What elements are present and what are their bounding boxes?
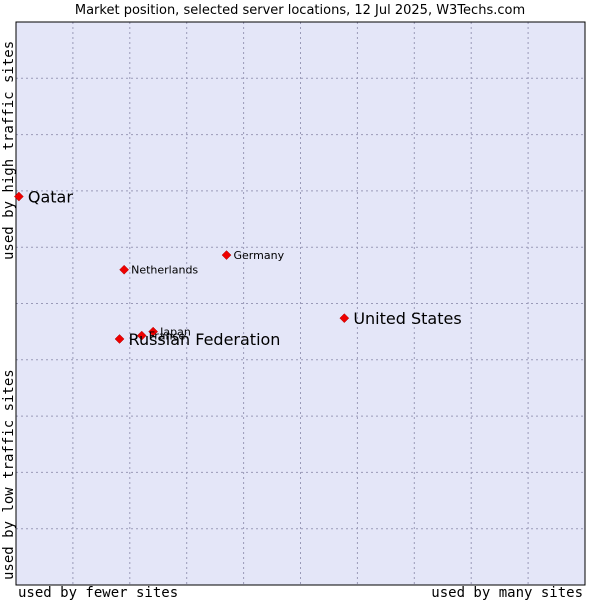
point-label: France (149, 330, 186, 343)
point-marker (13, 191, 24, 202)
point-label: Russian Federation (129, 330, 281, 349)
point-marker (119, 264, 129, 275)
data-point-netherlands: Netherlands (119, 264, 198, 277)
point-label: Japan (159, 326, 191, 339)
point-marker (136, 330, 147, 341)
y-axis-label-bottom: used by low traffic sites (1, 369, 17, 580)
plot-frame (15, 21, 586, 586)
point-label: Germany (234, 249, 285, 262)
point-marker (339, 313, 350, 323)
x-axis-label-left: used by fewer sites (18, 585, 178, 600)
data-points: Qatar Germany Netherlands United States Japa… (13, 188, 462, 349)
data-point-qatar: Qatar (13, 188, 73, 207)
point-label: Qatar (28, 188, 73, 207)
data-point-france: France (136, 330, 186, 343)
point-marker (114, 334, 125, 344)
y-axis-label-top: used by high traffic sites (1, 41, 17, 260)
point-label: United States (353, 309, 461, 328)
point-marker (148, 326, 158, 337)
point-marker (221, 250, 232, 260)
grid-lines (16, 22, 585, 585)
chart-title: Market position, selected server locatio… (75, 3, 525, 18)
data-point-japan: Japan (148, 326, 191, 339)
data-point-russian-federation: Russian Federation (114, 330, 281, 349)
point-label: Netherlands (131, 264, 198, 277)
data-point-united-states: United States (339, 309, 462, 328)
data-point-germany: Germany (221, 249, 285, 262)
x-axis-label-right: used by many sites (431, 585, 583, 600)
